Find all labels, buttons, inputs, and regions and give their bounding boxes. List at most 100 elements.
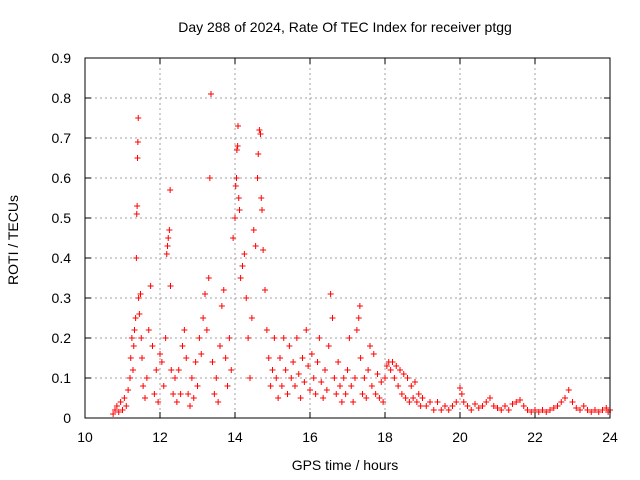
data-point-marker: [248, 315, 255, 321]
data-point-marker: [243, 295, 250, 301]
data-point-marker: [123, 403, 130, 409]
data-point-marker: [236, 207, 243, 213]
data-point-marker: [565, 387, 572, 393]
data-point-marker: [417, 403, 424, 409]
x-axis-title: GPS time / hours: [292, 457, 399, 473]
data-point-marker: [293, 335, 300, 341]
data-point-marker: [427, 399, 433, 405]
y-tick-label: 0.8: [52, 90, 72, 106]
data-point-marker: [393, 363, 400, 369]
data-point-marker: [316, 335, 323, 341]
data-point-marker: [458, 391, 465, 397]
data-point-marker: [172, 375, 178, 381]
data-point-marker: [168, 367, 175, 373]
data-point-marker: [442, 403, 448, 409]
data-point-marker: [177, 391, 184, 397]
data-point-marker: [173, 399, 180, 405]
data-point-marker: [228, 367, 235, 373]
data-point-marker: [222, 355, 229, 361]
data-point-marker: [278, 383, 285, 389]
data-point-marker: [190, 395, 197, 401]
data-point-marker: [323, 387, 330, 393]
data-point-marker: [164, 243, 171, 249]
data-point-marker: [282, 367, 289, 373]
data-point-marker: [464, 403, 471, 409]
data-point-marker: [457, 385, 463, 391]
data-point-marker: [292, 383, 298, 389]
data-point-marker: [307, 387, 313, 393]
data-point-marker: [263, 327, 270, 333]
data-point-marker: [149, 343, 156, 349]
data-point-marker: [352, 375, 358, 381]
data-point-marker: [206, 175, 213, 181]
data-point-marker: [280, 335, 287, 341]
data-point-marker: [143, 375, 150, 381]
data-point-marker: [487, 395, 493, 401]
data-point-marker: [134, 139, 141, 145]
y-tick-label: 0.1: [52, 370, 72, 386]
data-point-marker: [135, 115, 142, 121]
data-point-marker: [374, 371, 381, 377]
plot-frame: [84, 57, 611, 419]
data-point-marker: [110, 411, 117, 417]
data-point-marker: [335, 359, 342, 365]
y-tick-label: 0.5: [52, 210, 72, 226]
x-tick-label: 20: [452, 429, 468, 445]
data-point-marker: [233, 175, 240, 181]
x-tick-label: 12: [152, 429, 168, 445]
data-point-marker: [213, 375, 220, 381]
data-point-marker: [338, 399, 345, 405]
data-point-marker: [232, 215, 238, 221]
data-point-marker: [584, 407, 591, 413]
data-point-marker: [370, 351, 377, 357]
data-point-marker: [138, 335, 145, 341]
data-point-marker: [136, 311, 143, 317]
data-point-marker: [337, 383, 343, 389]
data-point-marker: [157, 351, 163, 357]
data-point-marker: [395, 383, 402, 389]
data-point-marker: [125, 387, 132, 393]
x-tick-labels: 10 12 14 16 18 20 22 24: [77, 429, 618, 445]
data-point-marker: [295, 371, 302, 377]
data-point-marker: [271, 335, 278, 341]
data-point-marker: [355, 315, 362, 321]
data-point-marker: [288, 375, 295, 381]
data-point-marker: [353, 327, 360, 333]
data-point-marker: [344, 367, 351, 373]
data-point-marker: [194, 383, 201, 389]
x-tick-label: 24: [602, 429, 618, 445]
data-point-marker: [314, 359, 321, 365]
data-point-marker: [460, 399, 467, 405]
data-point-marker: [359, 391, 366, 397]
data-point-marker: [245, 335, 252, 341]
data-point-marker: [162, 335, 169, 341]
data-point-marker: [415, 391, 422, 397]
data-point-marker: [333, 391, 340, 397]
data-point-marker: [346, 335, 353, 341]
y-axis-title: ROTI / TECUs: [5, 195, 21, 285]
data-point-marker: [494, 405, 501, 411]
data-point-marker: [406, 399, 413, 405]
data-point-marker: [318, 379, 325, 385]
data-point-marker: [209, 359, 216, 365]
data-point-marker: [158, 359, 165, 365]
data-point-marker: [479, 403, 486, 409]
data-point-marker: [183, 355, 190, 361]
chart-title: Day 288 of 2024, Rate Of TEC Index for r…: [178, 19, 512, 35]
data-point-marker: [179, 343, 186, 349]
data-point-marker: [232, 183, 239, 189]
data-point-marker: [185, 391, 192, 397]
data-point-marker: [181, 327, 188, 333]
data-point-marker: [543, 409, 550, 415]
data-point-marker: [558, 399, 565, 405]
data-point-marker: [175, 367, 182, 373]
data-point-marker: [438, 407, 445, 413]
data-point-marker: [573, 405, 580, 411]
data-point-marker: [112, 407, 118, 413]
data-point-marker: [205, 275, 212, 281]
data-point-marker: [128, 335, 135, 341]
data-point-marker: [550, 405, 557, 411]
data-point-marker: [121, 395, 128, 401]
data-point-marker: [382, 375, 388, 381]
data-point-marker: [170, 391, 177, 397]
